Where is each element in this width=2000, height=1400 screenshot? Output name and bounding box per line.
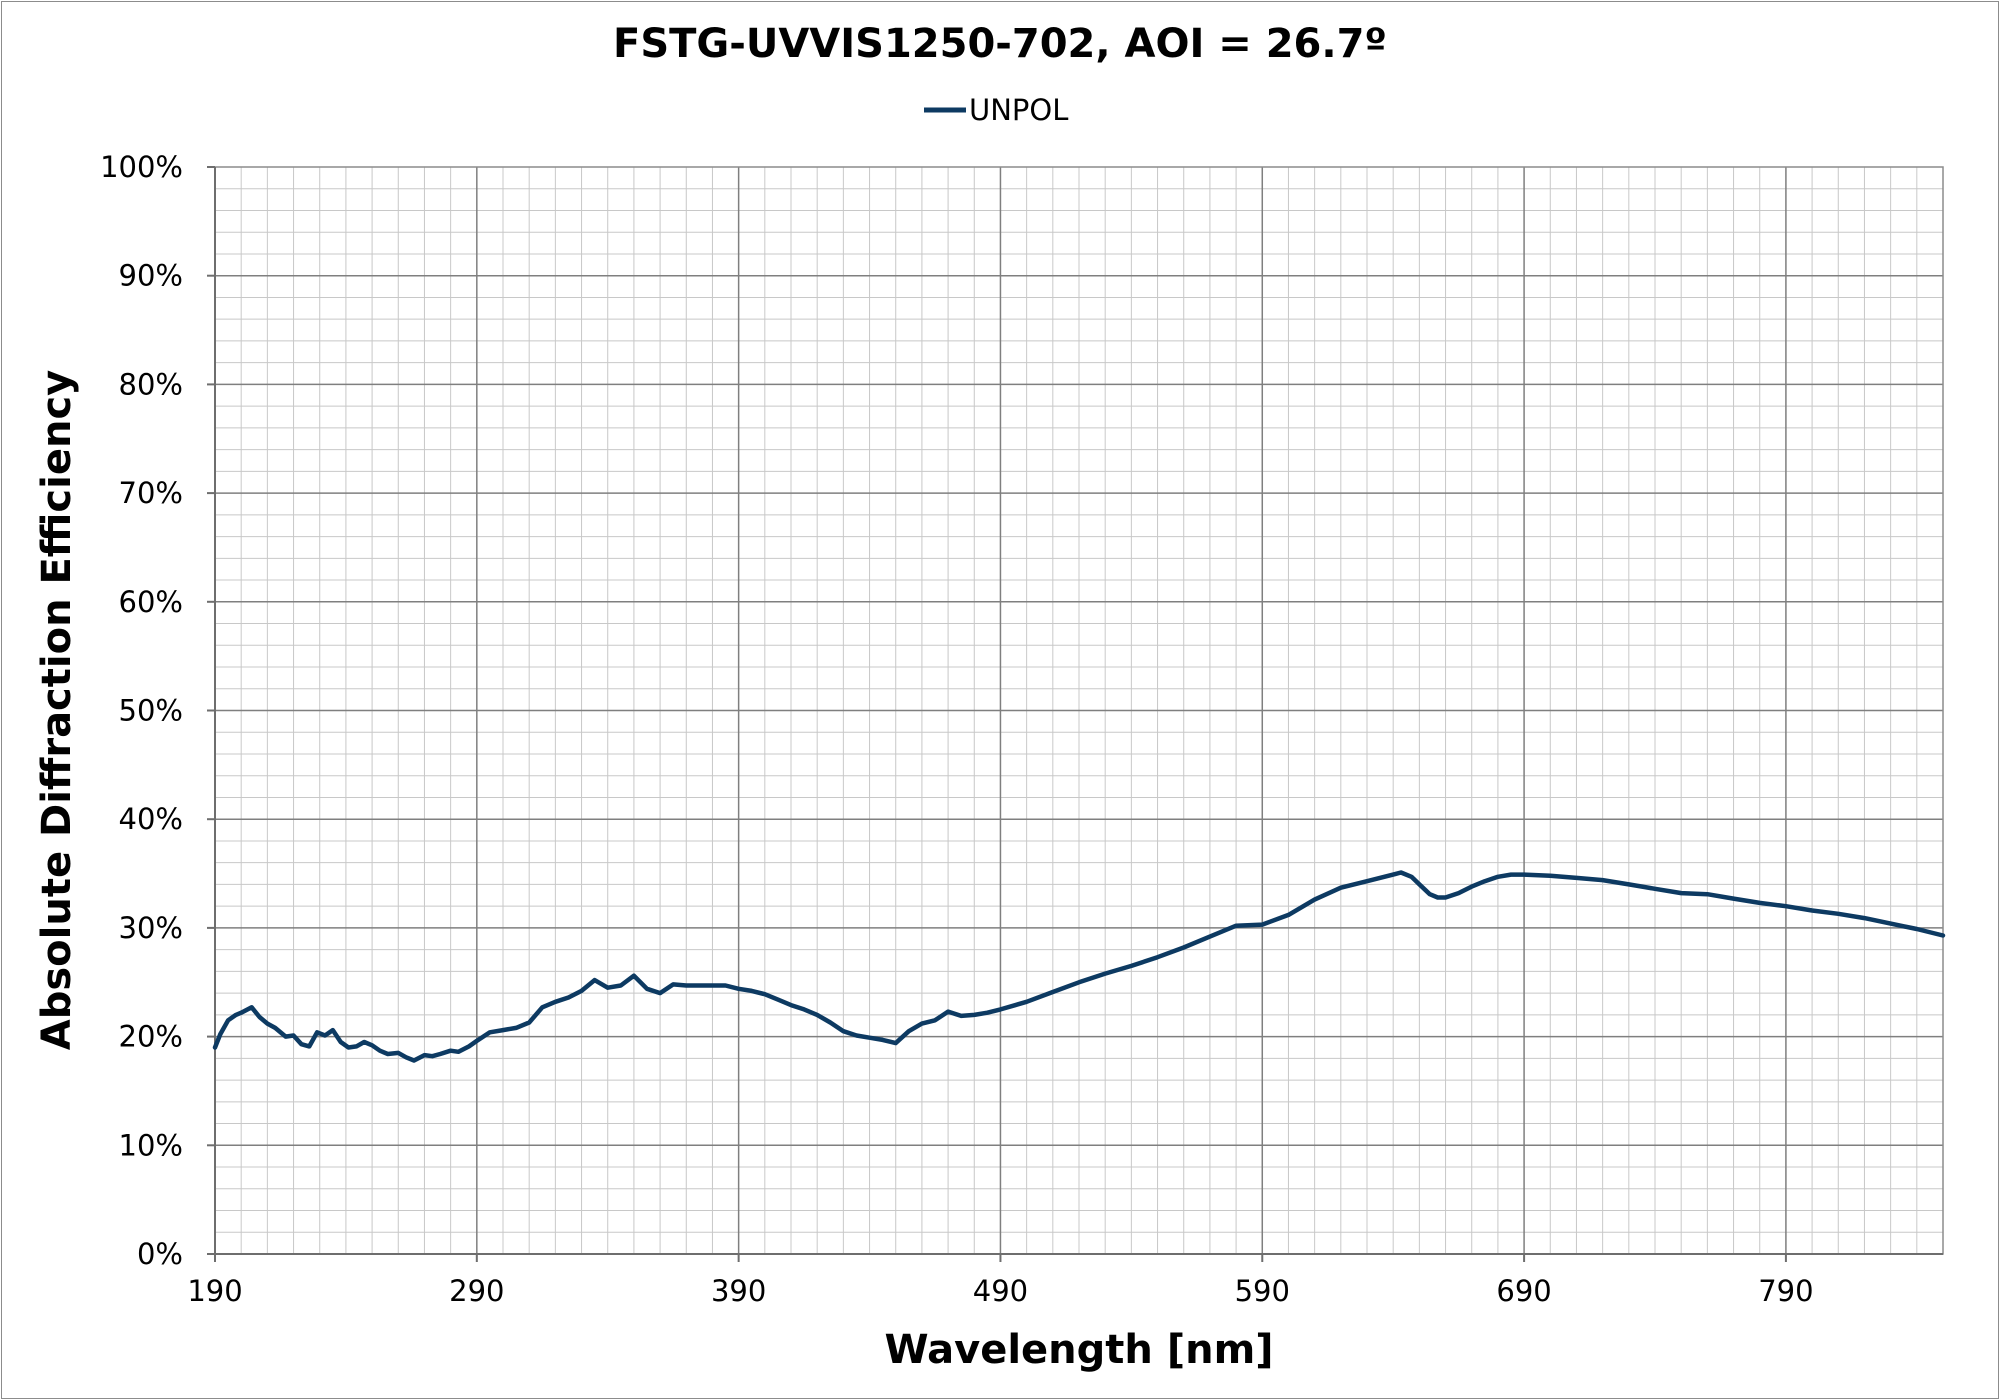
y-tick-label: 100% — [100, 150, 183, 184]
x-tick-label: 490 — [973, 1274, 1028, 1308]
chart-title: FSTG-UVVIS1250-702, AOI = 26.7º — [613, 21, 1387, 67]
x-tick-label: 290 — [449, 1274, 504, 1308]
y-tick-label: 90% — [119, 259, 183, 293]
x-tick-label: 390 — [711, 1274, 766, 1308]
x-tick-label: 590 — [1235, 1274, 1290, 1308]
y-tick-label: 20% — [119, 1020, 183, 1054]
legend: UNPOL — [924, 93, 1068, 127]
y-tick-label: 50% — [119, 694, 183, 728]
y-tick-label: 70% — [119, 476, 183, 510]
y-axis-title: Absolute Diffraction Efficiency — [34, 370, 80, 1050]
y-tick-label: 0% — [137, 1237, 183, 1271]
grid-major — [215, 167, 1943, 1254]
y-tick-label: 80% — [119, 367, 183, 401]
y-tick-label: 60% — [119, 585, 183, 619]
series-line-unpol — [212, 870, 1946, 1063]
x-tick-label: 790 — [1758, 1274, 1813, 1308]
x-tick-label: 690 — [1496, 1274, 1551, 1308]
series-layer — [212, 870, 1946, 1063]
x-axis-title: Wavelength [nm] — [884, 1327, 1273, 1373]
y-tick-label: 30% — [119, 911, 183, 945]
legend-label-unpol: UNPOL — [969, 93, 1068, 127]
y-tick-label: 10% — [119, 1128, 183, 1162]
x-tick-label: 190 — [187, 1274, 242, 1308]
axis-lines — [207, 167, 1943, 1262]
y-axis-ticks: 0% 10% 20% 30% 40% 50% 60% 70% 80% 90% 100% — [100, 150, 215, 1271]
y-tick-label: 40% — [119, 802, 183, 836]
x-axis-ticks: 190 290 390 490 590 690 790 — [187, 1254, 1814, 1308]
